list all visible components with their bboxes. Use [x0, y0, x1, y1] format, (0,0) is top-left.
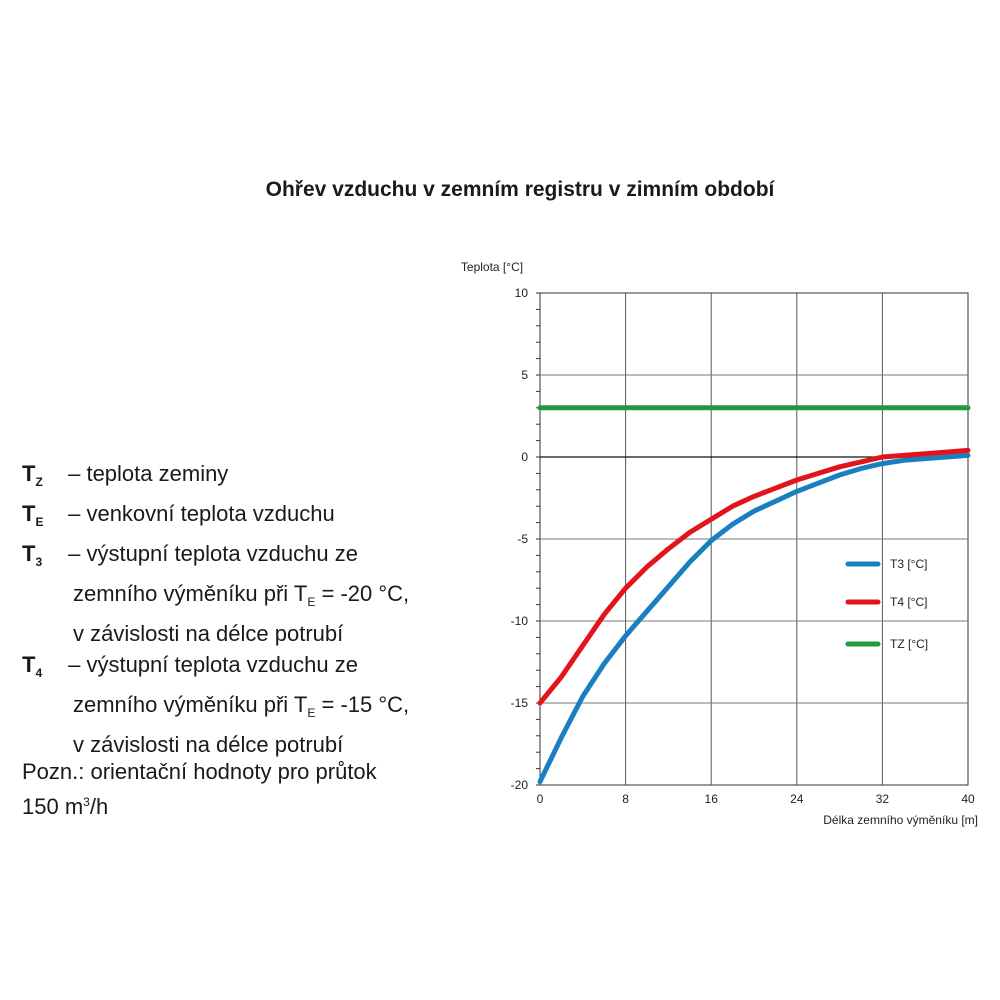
flow-note: Pozn.: orientační hodnoty pro průtok 150…: [22, 756, 492, 822]
x-tick-label: 32: [876, 792, 890, 806]
definition-t4: T4 – výstupní teplota vzduchu ze zemního…: [22, 649, 492, 760]
note-line-1: Pozn.: orientační hodnoty pro průtok: [22, 759, 377, 784]
definition-line: v závislosti na délce potrubí: [73, 732, 344, 757]
y-tick-label: -20: [511, 778, 529, 792]
definition-t3: T3 – výstupní teplota vzduchu ze zemního…: [22, 538, 492, 649]
definition-line-value: = -20 °C,: [315, 581, 410, 606]
definition-text: – výstupní teplota vzduchu ze: [62, 541, 358, 566]
definition-line-sub: E: [307, 706, 316, 720]
note-line-2: 150 m3/h: [22, 787, 492, 822]
chart-title: Ohřev vzduchu v zemním registru v zimním…: [265, 178, 775, 201]
y-tick-label: 5: [521, 368, 528, 382]
series-line-1: [537, 447, 971, 706]
x-tick-label: 16: [705, 792, 719, 806]
symbol-tz: TZ: [22, 458, 62, 498]
symbol-sub: 3: [35, 555, 43, 569]
legend-label-1: T4 [°C]: [890, 595, 927, 609]
x-tick-label: 0: [537, 792, 544, 806]
definition-text: – teplota zeminy: [62, 461, 229, 486]
note-flow-value: 150 m: [22, 794, 84, 819]
symbol-t3: T3: [22, 538, 62, 578]
definition-tz: TZ – teplota zeminy: [22, 458, 492, 498]
definition-line-text: zemního výměníku při T: [73, 692, 308, 717]
y-tick-label: 0: [521, 450, 528, 464]
legend-label-2: TZ [°C]: [890, 637, 928, 651]
y-tick-label: -15: [511, 696, 529, 710]
x-tick-label: 40: [961, 792, 975, 806]
definition-line-sub: E: [307, 595, 316, 609]
y-tick-label: -5: [517, 532, 528, 546]
definition-te: TE – venkovní teplota vzduchu: [22, 498, 492, 538]
symbol-sub: E: [35, 515, 44, 529]
symbol-letter: T: [22, 652, 36, 677]
symbol-letter: T: [22, 461, 36, 486]
y-tick-label: -10: [511, 614, 529, 628]
x-tick-label: 24: [790, 792, 804, 806]
symbol-sub: 4: [35, 666, 43, 680]
x-tick-label: 8: [622, 792, 629, 806]
definition-line: zemního výměníku při TE = -15 °C,: [22, 689, 492, 729]
y-tick-label: 10: [515, 286, 529, 300]
definition-line: v závislosti na délce potrubí: [73, 621, 344, 646]
definition-line-text: zemního výměníku při T: [73, 581, 308, 606]
series-line-0: [537, 452, 971, 785]
symbol-t4: T4: [22, 649, 62, 689]
x-axis-label: Délka zemního výměníku [m]: [823, 813, 978, 827]
legend-label-0: T3 [°C]: [890, 557, 927, 571]
y-axis-label: Teplota [°C]: [461, 260, 523, 274]
symbol-letter: T: [22, 501, 36, 526]
note-flow-unit: /h: [89, 794, 109, 819]
definition-text: – výstupní teplota vzduchu ze: [62, 652, 358, 677]
definition-line-value: = -15 °C,: [315, 692, 410, 717]
symbol-te: TE: [22, 498, 62, 538]
definition-line: zemního výměníku při TE = -20 °C,: [22, 578, 492, 618]
symbol-sub: Z: [35, 475, 43, 489]
definition-text: – venkovní teplota vzduchu: [62, 501, 335, 526]
symbol-letter: T: [22, 541, 36, 566]
symbol-definitions: TZ – teplota zeminy TE – venkovní teplot…: [22, 458, 492, 760]
note-flow-exponent: 3: [83, 795, 90, 809]
